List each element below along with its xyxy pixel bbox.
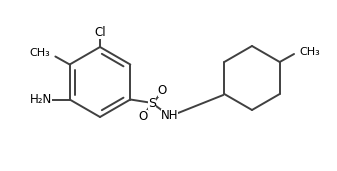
Text: H₂N: H₂N [29, 93, 52, 106]
Text: O: O [158, 84, 167, 97]
Text: CH₃: CH₃ [299, 47, 320, 57]
Text: CH₃: CH₃ [30, 48, 50, 57]
Text: S: S [148, 97, 156, 110]
Text: O: O [139, 110, 148, 123]
Text: NH: NH [160, 109, 178, 122]
Text: Cl: Cl [94, 25, 106, 38]
